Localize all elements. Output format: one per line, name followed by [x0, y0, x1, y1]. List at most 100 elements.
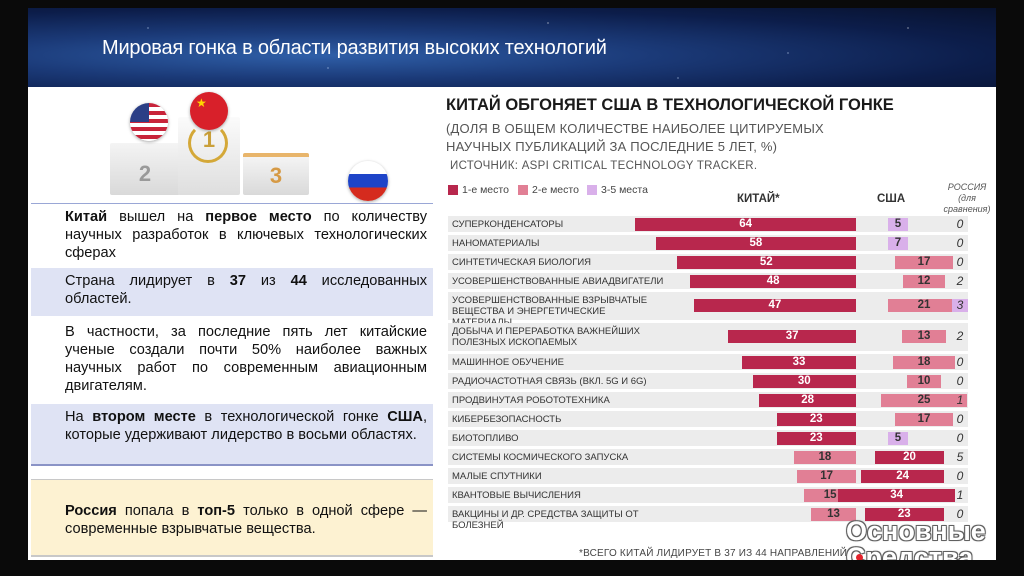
row-label: БИОТОПЛИВО: [452, 433, 519, 444]
legend-swatch: [448, 185, 458, 195]
usa-bar: 34: [838, 489, 956, 502]
row-label: НАНОМАТЕРИАЛЫ: [452, 238, 540, 249]
row-label: УСОВЕРШЕНСТВОВАННЫЕ АВИАДВИГАТЕЛИ: [452, 276, 664, 287]
usa-bar: 13: [901, 330, 947, 343]
usa-bar: 24: [861, 470, 944, 483]
russia-flag-icon: [348, 161, 388, 201]
chart-row: БИОТОПЛИВО 23 5 0: [448, 430, 968, 446]
row-label: ПРОДВИНУТАЯ РОБОТОТЕХНИКА: [452, 395, 610, 406]
row-label: МАЛЫЕ СПУТНИКИ: [452, 471, 542, 482]
watermark-dot: [856, 554, 863, 560]
russia-value: 0: [956, 217, 964, 231]
china-bar: 64: [635, 218, 856, 231]
chart-row: ДОБЫЧА И ПЕРЕРАБОТКА ВАЖНЕЙШИХ ПОЛЕЗНЫХ …: [448, 323, 968, 351]
russia-value: 0: [956, 412, 964, 426]
usa-bar: 20: [875, 451, 944, 464]
usa-bar: 10: [906, 375, 942, 388]
row-label: КИБЕРБЕЗОПАСНОСТЬ: [452, 414, 562, 425]
slide-title: Мировая гонка в области развития высоких…: [102, 37, 607, 59]
usa-bar: 12: [903, 275, 945, 288]
watermark-logo: Основные Средства: [846, 516, 986, 561]
chart-row: РАДИОЧАСТОТНАЯ СВЯЗЬ (ВКЛ. 5G И 6G) 30 10 0: [448, 373, 968, 389]
china-bar: 30: [752, 375, 856, 388]
row-label: УСОВЕРШЕНСТВОВАННЫЕ ВЗРЫВЧАТЫЕ ВЕЩЕСТВА …: [452, 295, 648, 328]
podium-step-2: 2: [110, 143, 180, 195]
chart-subtitle: (ДОЛЯ В ОБЩЕМ КОЛИЧЕСТВЕ НАИБОЛЕЕ ЦИТИРУ…: [446, 121, 824, 154]
china-bar: 58: [655, 237, 856, 250]
russia-value: 3: [952, 299, 968, 312]
china-bar: 47: [693, 299, 856, 312]
podium-illustration: 2 1 3 ★: [28, 87, 433, 205]
chart-row: СИНТЕТИЧЕСКАЯ БИОЛОГИЯ 52 17 0: [448, 254, 968, 270]
text-box-russia: Россия попала в топ-5 только в одной сфе…: [31, 479, 433, 557]
legend-swatch: [518, 185, 528, 195]
text-box-usa-second: На втором месте в технологической гонке …: [31, 404, 433, 466]
column-header-russia: РОССИЯ (для сравнения): [943, 182, 991, 214]
podium-step-3: 3: [243, 153, 309, 195]
chart-row: СИСТЕМЫ КОСМИЧЕСКОГО ЗАПУСКА 18 20 5: [448, 449, 968, 465]
russia-value: 2: [956, 274, 964, 288]
russia-value: 5: [956, 450, 964, 464]
russia-value: 1: [956, 488, 964, 502]
legend-item-third: 3-5 места: [587, 184, 648, 196]
row-label: СУПЕРКОНДЕНСАТОРЫ: [452, 219, 564, 230]
column-header-usa: США: [877, 193, 906, 205]
usa-bar: 5: [888, 218, 908, 231]
china-bar: 48: [690, 275, 856, 288]
usa-bar: 5: [888, 432, 908, 445]
legend-swatch: [587, 185, 597, 195]
russia-value: 1: [956, 393, 964, 407]
usa-flag-icon: [130, 103, 168, 141]
china-bar: 52: [676, 256, 856, 269]
podium-step-1: 1: [178, 117, 240, 195]
china-bar: 37: [728, 330, 856, 343]
china-bar: 17: [797, 470, 856, 483]
chart-row: УСОВЕРШЕНСТВОВАННЫЕ АВИАДВИГАТЕЛИ 48 12 2: [448, 273, 968, 289]
chart-title: КИТАЙ ОБГОНЯЕТ США В ТЕХНОЛОГИЧЕСКОЙ ГОН…: [446, 96, 894, 114]
header-banner: Мировая гонка в области развития высоких…: [28, 8, 996, 87]
russia-value: 0: [956, 255, 964, 269]
row-label: СИСТЕМЫ КОСМИЧЕСКОГО ЗАПУСКА: [452, 452, 629, 463]
china-bar: 28: [759, 394, 856, 407]
row-label: ДОБЫЧА И ПЕРЕРАБОТКА ВАЖНЕЙШИХ ПОЛЕЗНЫХ …: [452, 326, 640, 348]
russia-value: 0: [956, 431, 964, 445]
russia-value: 0: [956, 469, 964, 483]
usa-bar: 18: [892, 356, 956, 369]
chart-row: МАЛЫЕ СПУТНИКИ 17 24 0: [448, 468, 968, 484]
chart-row: МАШИННОЕ ОБУЧЕНИЕ 33 18 0: [448, 354, 968, 370]
chart-row: КВАНТОВЫЕ ВЫЧИСЛЕНИЯ 15 34 1: [448, 487, 968, 503]
china-bar: 23: [776, 413, 856, 426]
chart-row: НАНОМАТЕРИАЛЫ 58 7 0: [448, 235, 968, 251]
usa-bar: 21: [887, 299, 961, 312]
usa-bar: 23: [864, 508, 944, 521]
china-bar: 33: [742, 356, 856, 369]
column-header-china: КИТАЙ*: [737, 193, 780, 205]
chart-row: ВАКЦИНЫ И ДР. СРЕДСТВА ЗАЩИТЫ ОТ БОЛЕЗНЕ…: [448, 506, 968, 531]
row-label: СИНТЕТИЧЕСКАЯ БИОЛОГИЯ: [452, 257, 592, 268]
row-label: РАДИОЧАСТОТНАЯ СВЯЗЬ (ВКЛ. 5G И 6G): [452, 376, 647, 387]
usa-bar: 25: [880, 394, 968, 407]
russia-value: 2: [956, 329, 964, 343]
russia-value: 0: [956, 236, 964, 250]
china-bar: 13: [811, 508, 856, 521]
china-bar: 23: [776, 432, 856, 445]
chart-footnote: *ВСЕГО КИТАЙ ЛИДИРУЕТ В 37 ИЗ 44 НАПРАВЛ…: [579, 548, 848, 559]
chart-row: КИБЕРБЕЗОПАСНОСТЬ 23 17 0: [448, 411, 968, 427]
text-box-aviation: В частности, за последние пять лет китай…: [31, 319, 433, 401]
text-box-china-first: Китай вышел на первое место по количеств…: [31, 203, 433, 265]
laurel-wreath-icon: [188, 123, 228, 163]
usa-bar: 7: [888, 237, 908, 250]
slide: Мировая гонка в области развития высоких…: [28, 8, 996, 560]
chart-row: УСОВЕРШЕНСТВОВАННЫЕ ВЗРЫВЧАТЫЕ ВЕЩЕСТВА …: [448, 292, 968, 328]
legend-item-second: 2-е место: [518, 184, 579, 196]
russia-value: 0: [956, 507, 964, 521]
chart: КИТАЙ ОБГОНЯЕТ США В ТЕХНОЛОГИЧЕСКОЙ ГОН…: [444, 92, 991, 559]
chart-row: ПРОДВИНУТАЯ РОБОТОТЕХНИКА 28 25 1: [448, 392, 968, 408]
row-label: КВАНТОВЫЕ ВЫЧИСЛЕНИЯ: [452, 490, 581, 501]
row-label: МАШИННОЕ ОБУЧЕНИЕ: [452, 357, 565, 368]
usa-bar: 17: [894, 413, 954, 426]
russia-value: 0: [956, 355, 964, 369]
row-label: ВАКЦИНЫ И ДР. СРЕДСТВА ЗАЩИТЫ ОТ БОЛЕЗНЕ…: [452, 509, 639, 531]
chart-source: ИСТОЧНИК: ASPI CRITICAL TECHNOLOGY TRACK…: [450, 160, 758, 172]
china-bar: 18: [793, 451, 856, 464]
